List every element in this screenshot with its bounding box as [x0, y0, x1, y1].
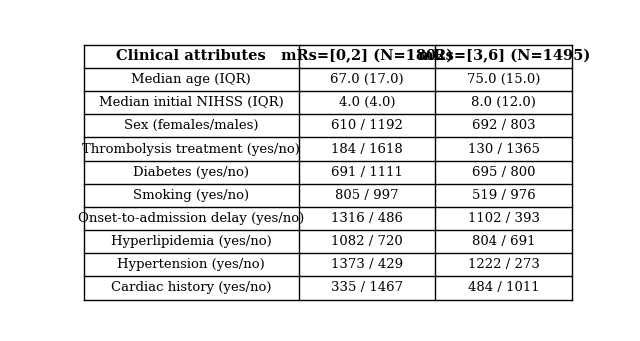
Text: 691 / 1111: 691 / 1111 — [331, 166, 403, 179]
Text: mRs=[0,2] (N=1802): mRs=[0,2] (N=1802) — [281, 49, 453, 63]
Text: 184 / 1618: 184 / 1618 — [331, 143, 403, 155]
Text: 1082 / 720: 1082 / 720 — [331, 235, 403, 248]
Text: Thrombolysis treatment (yes/no): Thrombolysis treatment (yes/no) — [83, 143, 300, 155]
Text: 610 / 1192: 610 / 1192 — [331, 119, 403, 132]
Text: Median age (IQR): Median age (IQR) — [131, 73, 252, 86]
Text: 484 / 1011: 484 / 1011 — [468, 281, 540, 295]
Text: 130 / 1365: 130 / 1365 — [468, 143, 540, 155]
Text: 1222 / 273: 1222 / 273 — [468, 258, 540, 271]
Text: Hypertension (yes/no): Hypertension (yes/no) — [118, 258, 265, 271]
Text: Hyperlipidemia (yes/no): Hyperlipidemia (yes/no) — [111, 235, 272, 248]
Text: Sex (females/males): Sex (females/males) — [124, 119, 259, 132]
Text: Cardiac history (yes/no): Cardiac history (yes/no) — [111, 281, 271, 295]
Text: 519 / 976: 519 / 976 — [472, 189, 536, 202]
Text: mRs=[3,6] (N=1495): mRs=[3,6] (N=1495) — [417, 49, 590, 63]
Text: 8.0 (12.0): 8.0 (12.0) — [471, 96, 536, 109]
Text: 67.0 (17.0): 67.0 (17.0) — [330, 73, 404, 86]
Text: 4.0 (4.0): 4.0 (4.0) — [339, 96, 396, 109]
Text: 335 / 1467: 335 / 1467 — [331, 281, 403, 295]
Text: Smoking (yes/no): Smoking (yes/no) — [133, 189, 250, 202]
Text: 75.0 (15.0): 75.0 (15.0) — [467, 73, 540, 86]
Text: 1102 / 393: 1102 / 393 — [468, 212, 540, 225]
Text: 804 / 691: 804 / 691 — [472, 235, 536, 248]
Text: 1316 / 486: 1316 / 486 — [331, 212, 403, 225]
Text: 692 / 803: 692 / 803 — [472, 119, 536, 132]
Text: Onset-to-admission delay (yes/no): Onset-to-admission delay (yes/no) — [78, 212, 305, 225]
Text: 1373 / 429: 1373 / 429 — [331, 258, 403, 271]
Text: Clinical attributes: Clinical attributes — [116, 49, 266, 63]
Text: 695 / 800: 695 / 800 — [472, 166, 536, 179]
Text: Diabetes (yes/no): Diabetes (yes/no) — [133, 166, 250, 179]
Text: Median initial NIHSS (IQR): Median initial NIHSS (IQR) — [99, 96, 284, 109]
Text: 805 / 997: 805 / 997 — [335, 189, 399, 202]
